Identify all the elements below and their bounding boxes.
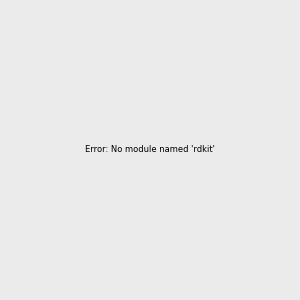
Text: Error: No module named 'rdkit': Error: No module named 'rdkit': [85, 146, 215, 154]
